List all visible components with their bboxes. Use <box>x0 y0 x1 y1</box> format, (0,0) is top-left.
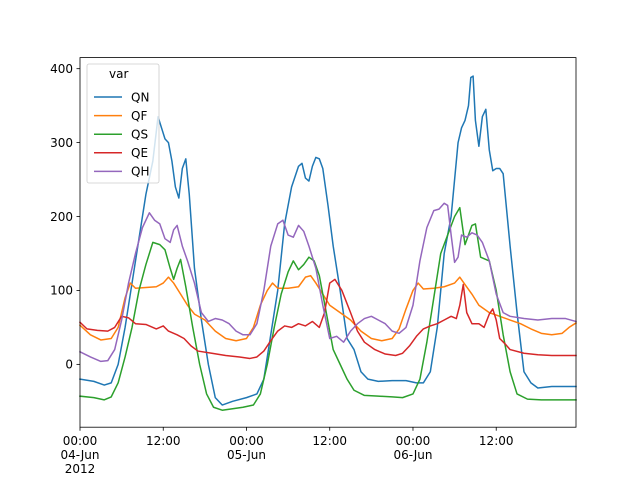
series-line-qf <box>78 274 578 342</box>
y-axis: 0 100 200 300 400 <box>50 62 80 372</box>
x-tick-label: 06-Jun <box>393 448 432 462</box>
y-tick-label: 0 <box>65 358 73 372</box>
y-tick-label: 300 <box>50 136 73 150</box>
legend-label-qe: QE <box>131 146 148 160</box>
x-tick-label: 05-Jun <box>227 448 266 462</box>
legend-label-qs: QS <box>131 128 148 142</box>
x-tick-label: 04-Jun <box>60 448 99 462</box>
x-tick-label: 12:00 <box>146 434 181 448</box>
y-tick-label: 400 <box>50 62 73 76</box>
legend-label-qf: QF <box>131 109 147 123</box>
plot-area-frame <box>79 57 577 428</box>
x-tick-label: 12:00 <box>312 434 347 448</box>
y-tick-label: 100 <box>50 284 73 298</box>
x-tick-label: 12:00 <box>479 434 514 448</box>
y-tick-label: 200 <box>50 210 73 224</box>
legend-label-qh: QH <box>131 165 149 179</box>
x-tick-label: 00:00 <box>396 434 431 448</box>
x-tick-label: 00:00 <box>63 434 98 448</box>
series-line-qn <box>79 75 577 406</box>
x-tick-label: 00:00 <box>229 434 264 448</box>
series-layer <box>78 75 578 411</box>
legend-label-qn: QN <box>131 90 149 104</box>
series-line-qe <box>78 278 577 360</box>
x-tick-label: 2012 <box>65 462 96 476</box>
series-line-qh <box>78 202 577 363</box>
legend-title: var <box>109 67 128 81</box>
series-line-qs <box>79 206 577 411</box>
